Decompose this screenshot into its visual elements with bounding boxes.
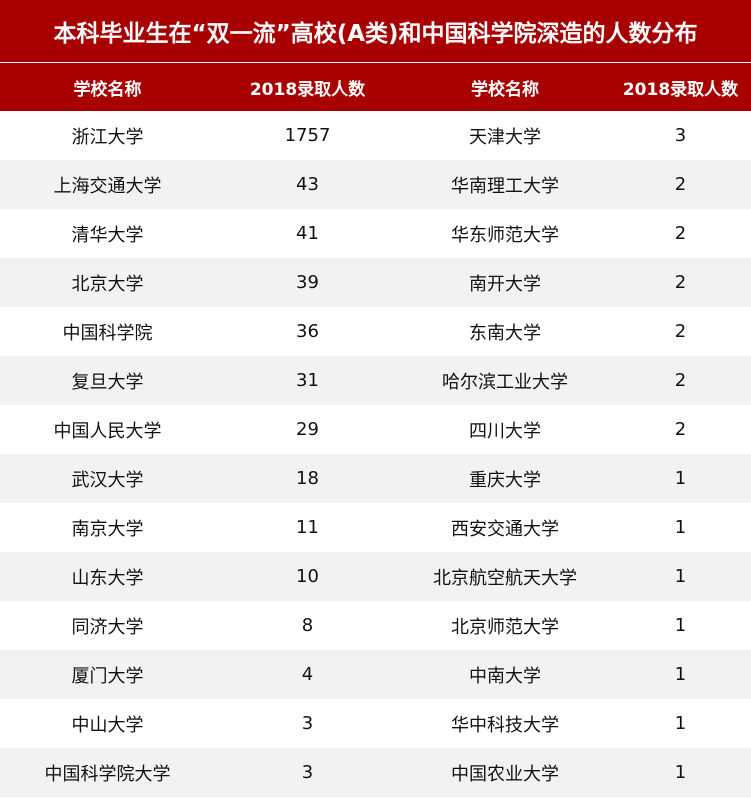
school-name-right: 重庆大学 — [400, 454, 610, 503]
admission-count-left: 41 — [296, 223, 319, 244]
school-name-left: 同济大学 — [71, 616, 144, 638]
page-title: 本科毕业生在“双一流”高校(A类)和中国科学院深造的人数分布 — [0, 0, 751, 63]
school-name-left: 中国科学院 — [62, 322, 153, 344]
admission-count-right: 2 — [674, 223, 687, 244]
school-name-right: 华南理工大学 — [400, 160, 610, 209]
admission-count-right: 1 — [610, 748, 751, 797]
table-row: 中山大学 3 华中科技大学 1 — [0, 699, 751, 748]
admission-count-left: 39 — [215, 258, 400, 307]
table-row: 中国人民大学 29 四川大学 2 — [0, 405, 751, 454]
admission-count-right: 2 — [674, 419, 687, 440]
admission-count-left: 1757 — [284, 125, 331, 146]
table-row: 中国科学院 36 东南大学 2 — [0, 307, 751, 356]
table-row: 中国科学院大学 3 中国农业大学 1 — [0, 748, 751, 797]
school-name-left: 厦门大学 — [0, 650, 215, 699]
admission-count-right: 2 — [610, 356, 751, 405]
admission-count-right: 2 — [610, 160, 751, 209]
school-name-right: 华东师范大学 — [451, 224, 559, 246]
admission-count-left: 36 — [296, 321, 319, 342]
admission-count-left: 43 — [215, 160, 400, 209]
school-name-right: 北京航空航天大学 — [400, 552, 610, 601]
admission-count-left: 4 — [215, 650, 400, 699]
school-name-left: 清华大学 — [71, 224, 144, 246]
admission-count-left: 8 — [301, 615, 314, 636]
admission-count-left: 3 — [215, 748, 400, 797]
column-header-count-1: 2018录取人数 — [215, 63, 400, 111]
admission-count-right: 3 — [674, 125, 687, 146]
admission-count-left: 31 — [215, 356, 400, 405]
admission-count-left: 3 — [301, 713, 314, 734]
school-name-right: 西安交通大学 — [451, 518, 559, 540]
table-row: 清华大学 41 华东师范大学 2 — [0, 209, 751, 258]
school-name-left: 中山大学 — [71, 714, 144, 736]
school-name-right: 哈尔滨工业大学 — [400, 356, 610, 405]
admission-count-right: 2 — [674, 321, 687, 342]
school-name-right: 南开大学 — [400, 258, 610, 307]
admission-count-right: 1 — [674, 615, 687, 636]
table-row: 同济大学 8 北京师范大学 1 — [0, 601, 751, 650]
table-row: 北京大学 39 南开大学 2 — [0, 258, 751, 307]
school-name-right: 北京师范大学 — [451, 616, 559, 638]
school-name-right: 华中科技大学 — [451, 714, 559, 736]
admission-count-left: 29 — [296, 419, 319, 440]
school-name-left: 复旦大学 — [0, 356, 215, 405]
school-name-left: 武汉大学 — [0, 454, 215, 503]
table-header-row: 学校名称 2018录取人数 学校名称 2018录取人数 — [0, 63, 751, 111]
school-name-left: 上海交通大学 — [0, 160, 215, 209]
school-name-right: 中国农业大学 — [400, 748, 610, 797]
school-name-right: 东南大学 — [469, 322, 541, 344]
admission-count-right: 1 — [674, 517, 687, 538]
school-name-left: 中国人民大学 — [53, 420, 162, 442]
school-name-right: 天津大学 — [469, 126, 541, 148]
school-name-right: 四川大学 — [469, 420, 541, 442]
table-row: 武汉大学 18 重庆大学 1 — [0, 454, 751, 503]
admission-count-left: 11 — [296, 517, 319, 538]
table-row: 复旦大学 31 哈尔滨工业大学 2 — [0, 356, 751, 405]
admissions-table: 学校名称 2018录取人数 学校名称 2018录取人数 浙江大学 1757 天津大学… — [0, 63, 751, 797]
table-row: 厦门大学 4 中南大学 1 — [0, 650, 751, 699]
admission-count-left: 18 — [215, 454, 400, 503]
admission-count-left: 10 — [215, 552, 400, 601]
admission-count-right: 2 — [610, 258, 751, 307]
admission-count-right: 1 — [610, 552, 751, 601]
admission-count-right: 1 — [674, 713, 687, 734]
column-header-school-1: 学校名称 — [0, 63, 215, 111]
table-row: 南京大学 11 西安交通大学 1 — [0, 503, 751, 552]
column-header-count-2: 2018录取人数 — [610, 63, 751, 111]
school-name-left: 南京大学 — [71, 518, 144, 540]
table-row: 浙江大学 1757 天津大学 3 — [0, 111, 751, 160]
column-header-school-2: 学校名称 — [400, 63, 610, 111]
school-name-left: 中国科学院大学 — [0, 748, 215, 797]
admission-count-right: 1 — [610, 454, 751, 503]
school-name-left: 北京大学 — [0, 258, 215, 307]
school-name-right: 中南大学 — [400, 650, 610, 699]
table-row: 山东大学 10 北京航空航天大学 1 — [0, 552, 751, 601]
school-name-left: 山东大学 — [0, 552, 215, 601]
admission-count-right: 1 — [610, 650, 751, 699]
school-name-left: 浙江大学 — [71, 126, 144, 148]
table-row: 上海交通大学 43 华南理工大学 2 — [0, 160, 751, 209]
